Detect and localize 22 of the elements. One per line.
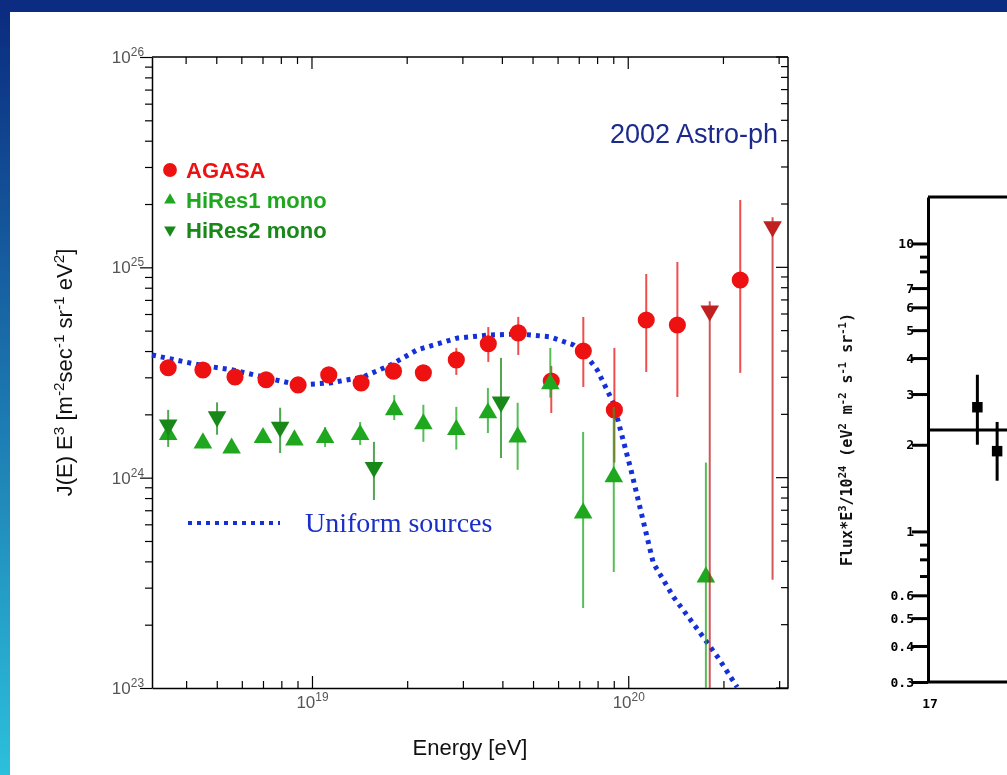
y-tick-label: 10$^{24}$ (111, 465, 145, 488)
y-tick-label: 10 (898, 236, 915, 252)
x-axis-title: Energy [eV] (412, 735, 528, 760)
y-tick-label: 0.4 (890, 638, 915, 654)
legend-label: HiRes1 mono (186, 188, 327, 213)
y-tick-label: 2 (906, 437, 914, 453)
y-tick-label: 10$^{23}$ (111, 675, 145, 698)
y-tick-label: 4 (906, 350, 915, 366)
y-tick-label: 10$^{25}$ (111, 255, 145, 278)
y-tick-label: 10$^{26}$ (111, 44, 145, 67)
y-tick-label: 0.5 (890, 610, 914, 626)
legend-label: AGASA (186, 158, 266, 183)
y-tick-label: 1 (906, 524, 915, 540)
annotation: 2002 Astro-ph (609, 119, 778, 149)
y-tick-label: 0.6 (890, 587, 915, 603)
legend-label: Uniform sources (305, 507, 493, 538)
y-tick-label: 0.3 (890, 674, 914, 690)
legend-label: HiRes2 mono (186, 218, 327, 243)
x-tick-label: 10$^{19}$ (296, 690, 329, 713)
x-tick-label: 10$^{20}$ (612, 690, 646, 713)
y-tick-label: 7 (906, 280, 914, 296)
text: 17 (922, 696, 938, 711)
